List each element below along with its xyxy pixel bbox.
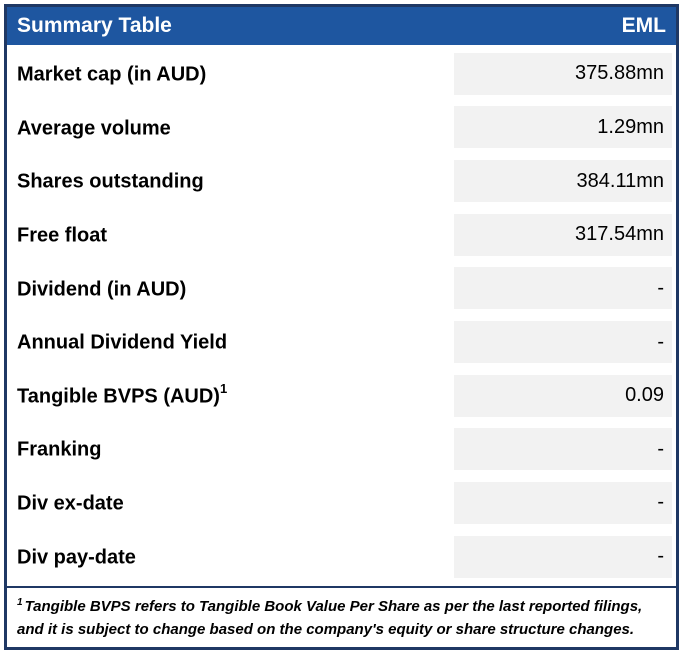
row-label: Div pay-date [17, 544, 454, 570]
table-row: Shares outstanding 384.11mn [7, 155, 676, 208]
ticker-label: EML [621, 14, 666, 37]
table-row: Market cap (in AUD) 375.88mn [7, 47, 676, 100]
row-value: - [454, 481, 672, 524]
table-title: Summary Table [17, 14, 172, 37]
table-row: Average volume 1.29mn [7, 101, 676, 154]
row-label: Annual Dividend Yield [17, 329, 454, 355]
row-label: Franking [17, 436, 454, 462]
footnote: 1 Tangible BVPS refers to Tangible Book V… [7, 585, 676, 648]
table-row: Dividend (in AUD) - [7, 262, 676, 315]
summary-table: Summary Table EML Market cap (in AUD) 37… [4, 4, 679, 650]
row-label: Average volume [17, 115, 454, 141]
row-label: Shares outstanding [17, 168, 454, 194]
row-value: 1.29mn [454, 106, 672, 149]
row-value: - [454, 535, 672, 578]
table-row: Div pay-date - [7, 530, 676, 583]
row-label-superscript: 1 [219, 380, 228, 396]
row-label: Tangible BVPS (AUD)1 [17, 380, 454, 409]
row-label-text: Average volume [17, 117, 171, 140]
footnote-text: Tangible BVPS refers to Tangible Book Va… [17, 597, 643, 638]
row-label: Market cap (in AUD) [17, 61, 454, 87]
table-row: Tangible BVPS (AUD)1 0.09 [7, 369, 676, 422]
row-label-text: Div pay-date [17, 546, 136, 569]
row-label-text: Market cap (in AUD) [17, 63, 207, 86]
table-row: Franking - [7, 423, 676, 476]
row-value: - [454, 267, 672, 310]
row-label-text: Div ex-date [17, 492, 124, 515]
row-label: Div ex-date [17, 490, 454, 516]
table-body: Market cap (in AUD) 375.88mn Average vol… [7, 45, 676, 586]
row-label-text: Tangible BVPS (AUD) [17, 385, 220, 408]
table-header: Summary Table EML [7, 7, 676, 45]
row-label: Free float [17, 222, 454, 248]
row-label: Dividend (in AUD) [17, 276, 454, 302]
row-label-text: Shares outstanding [17, 170, 204, 193]
row-value: - [454, 428, 672, 471]
table-row: Div ex-date - [7, 476, 676, 529]
row-value: 375.88mn [454, 52, 672, 95]
row-value: 317.54mn [454, 213, 672, 256]
row-label-text: Dividend (in AUD) [17, 278, 187, 301]
footnote-superscript: 1 [17, 596, 23, 608]
row-label-text: Franking [17, 439, 102, 462]
row-value: 0.09 [454, 374, 672, 417]
row-label-text: Annual Dividend Yield [17, 331, 228, 354]
row-value: - [454, 321, 672, 364]
row-value: 384.11mn [454, 160, 672, 203]
row-label-text: Free float [17, 224, 108, 247]
table-row: Annual Dividend Yield - [7, 316, 676, 369]
table-row: Free float 317.54mn [7, 208, 676, 261]
